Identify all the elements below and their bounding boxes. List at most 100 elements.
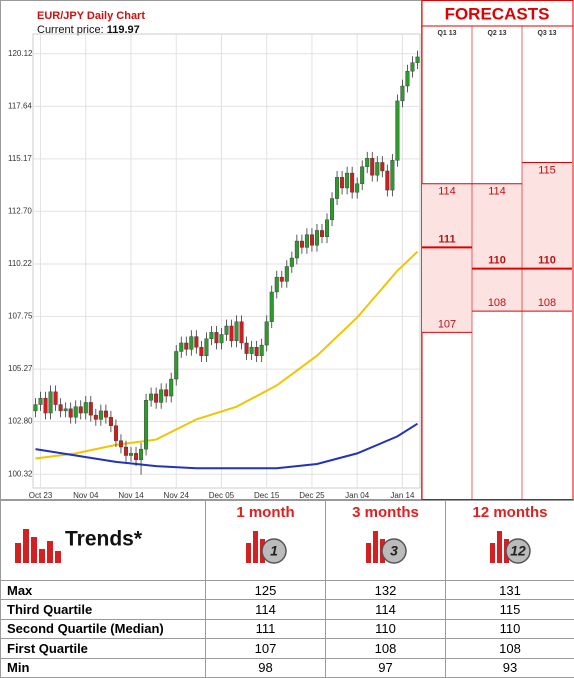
table-row: Second Quartile (Median) 111 110 110 — [0, 618, 574, 640]
header-row: Trends* 1 month 1 3 months 3 12 months 1… — [0, 500, 574, 581]
candle-body — [410, 62, 415, 72]
table-cell: 114 — [205, 599, 326, 620]
period-icon: 12 — [490, 531, 531, 564]
plot-area — [32, 33, 421, 489]
candle-body — [219, 334, 224, 344]
candle-body — [98, 410, 103, 420]
y-tick-label: 100.32 — [8, 469, 33, 478]
table-cell: 98 — [205, 657, 326, 678]
candle-body — [350, 172, 355, 193]
icon-number: 1 — [270, 543, 278, 559]
candle-body — [139, 448, 144, 460]
chart-title: EUR/JPY Daily Chart — [37, 10, 145, 22]
candle-body — [83, 402, 88, 414]
candle-body — [63, 408, 68, 412]
candle-body — [405, 70, 410, 87]
table-cell: 111 — [205, 618, 326, 640]
candle-body — [229, 325, 234, 342]
x-tick-label: Nov 04 — [73, 491, 99, 500]
candle-body — [93, 414, 98, 420]
bars-icon — [15, 528, 61, 563]
column-label: 12 months — [472, 504, 548, 521]
x-tick-label: Nov 24 — [164, 491, 190, 500]
column-label: 1 month — [236, 504, 295, 521]
table-row: Third Quartile 114 114 115 — [0, 599, 574, 620]
candle-body — [335, 177, 340, 199]
table-cell: 108 — [325, 638, 446, 659]
y-tick-label: 107.75 — [8, 312, 33, 321]
candle-body — [299, 240, 304, 248]
table-cell: 114 — [325, 599, 446, 620]
price-label: Current price: — [37, 24, 104, 36]
candle-body — [53, 391, 58, 405]
table-cell: 132 — [325, 579, 446, 601]
table-cell: 108 — [445, 638, 574, 659]
candle-body — [380, 162, 385, 172]
candle-body — [340, 177, 345, 189]
candle-body — [224, 325, 229, 335]
candle-body — [279, 276, 284, 282]
candle-body — [234, 321, 239, 342]
candle-body — [88, 402, 93, 416]
table-cell: 110 — [325, 618, 446, 640]
candle-body — [113, 425, 118, 441]
x-tick-label: Dec 05 — [209, 491, 235, 500]
candle-body — [38, 397, 43, 405]
forecast-upper-label: 114 — [438, 186, 456, 198]
chart-frame — [0, 0, 422, 500]
row-label: Third Quartile — [0, 599, 206, 620]
candle-body — [249, 347, 254, 354]
forecast-lower-label: 108 — [538, 297, 556, 309]
forecast-upper-label: 115 — [538, 164, 556, 176]
candle-body — [154, 393, 159, 403]
table-cell: 97 — [325, 657, 446, 678]
candle-body — [274, 276, 279, 293]
candle-body — [174, 351, 179, 380]
row-label: Min — [0, 657, 206, 678]
forecast-title: FORECASTS — [445, 4, 550, 23]
candle-body — [43, 397, 48, 414]
forecast-period: Q3 13 — [537, 30, 556, 37]
forecast-lower-label: 107 — [438, 318, 456, 330]
forecast-period: Q1 13 — [437, 30, 456, 37]
candle-body — [254, 347, 259, 356]
table-row: First Quartile 107 108 108 — [0, 638, 574, 659]
candle-body — [289, 257, 294, 267]
y-tick-label: 117.64 — [8, 102, 32, 111]
candle-body — [33, 404, 38, 412]
y-tick-label: 112.70 — [8, 206, 32, 215]
candle-body — [68, 408, 73, 418]
moving-average — [35, 422, 419, 470]
candle-body — [375, 162, 380, 176]
candle-body — [370, 158, 375, 176]
table-cell: 93 — [445, 657, 574, 678]
candle-body — [123, 446, 128, 456]
candle-body — [345, 172, 350, 189]
candle-body — [189, 336, 194, 350]
x-tick-label: Jan 14 — [390, 491, 415, 500]
candle-body — [284, 266, 289, 282]
y-tick-label: 115.17 — [8, 154, 32, 163]
forecast-lower-label: 108 — [488, 297, 506, 309]
x-tick-label: Nov 14 — [118, 491, 144, 500]
candle-body — [259, 344, 264, 356]
candle-body — [325, 219, 330, 237]
candle-body — [179, 342, 184, 352]
candle-body — [309, 234, 314, 246]
candle-body — [314, 230, 319, 246]
candle-body — [304, 234, 309, 248]
x-tick-label: Oct 23 — [29, 491, 53, 500]
candle-body — [395, 100, 400, 161]
candle-body — [355, 183, 360, 193]
candle-body — [159, 389, 164, 403]
candle-body — [385, 170, 390, 191]
candle-body — [209, 332, 214, 339]
candle-body — [58, 404, 63, 412]
table-cell: 110 — [445, 618, 574, 640]
column-label: 3 months — [352, 504, 419, 521]
trends-title: Trends* — [65, 527, 143, 551]
column-header: 12 months 12 — [445, 500, 574, 581]
candle-body — [129, 453, 134, 456]
candle-body — [264, 321, 269, 346]
